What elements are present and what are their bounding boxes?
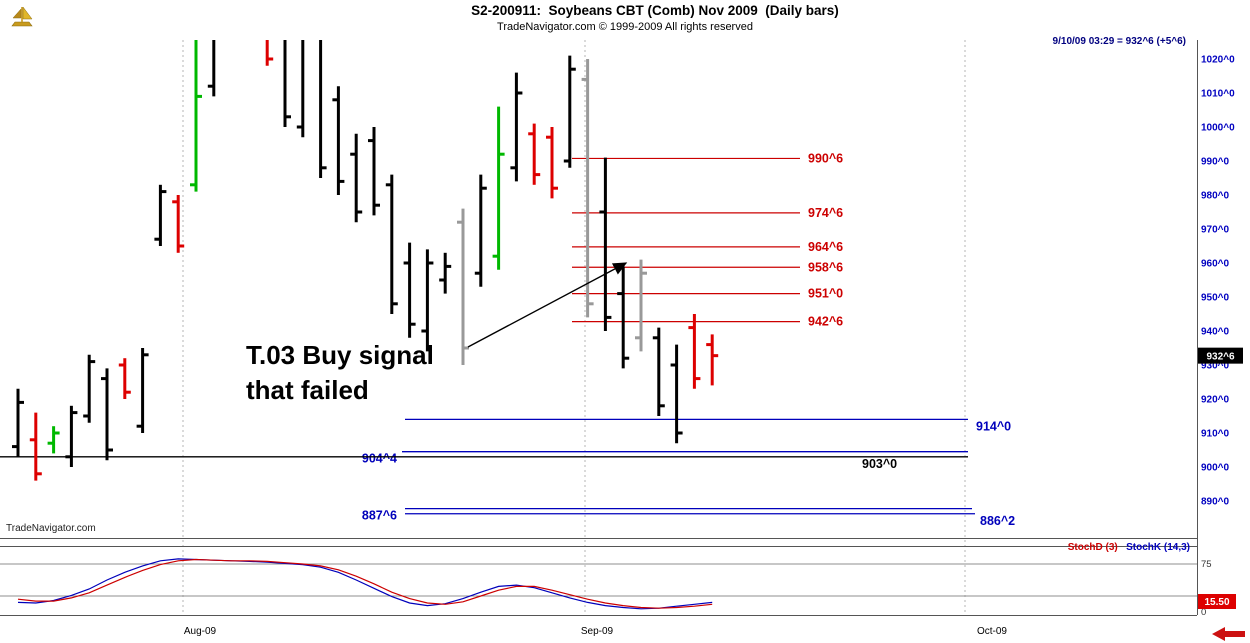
annotation-line-2: that failed bbox=[246, 375, 369, 406]
buy-signal-annotation[interactable]: T.03 Buy signal that failed bbox=[246, 338, 434, 408]
price-axis-label: 930^0 bbox=[1201, 361, 1230, 372]
resistance-label: 958^6 bbox=[808, 260, 843, 274]
price-axis-label: 990^0 bbox=[1201, 157, 1230, 168]
stochk-legend-label: StochK (14,3) bbox=[1126, 542, 1190, 553]
support-label: 887^6 bbox=[362, 509, 397, 523]
resistance-label: 990^6 bbox=[808, 151, 843, 165]
quote-datetime-price: 9/10/09 03:29 = 932^6 (+5^6) bbox=[1052, 36, 1186, 47]
price-axis-label: 900^0 bbox=[1201, 463, 1230, 474]
watermark-text: TradeNavigator.com bbox=[6, 523, 96, 534]
stochd-legend-label: StochD (3) bbox=[1067, 542, 1118, 553]
support-label: 886^2 bbox=[980, 514, 1015, 528]
last-price-box bbox=[1198, 347, 1243, 364]
ohlc-bars-layer bbox=[12, 40, 719, 481]
stoch-value-box bbox=[1198, 594, 1236, 609]
price-axis-label: 980^0 bbox=[1201, 191, 1230, 202]
month-label: Oct-09 bbox=[977, 626, 1007, 637]
resistance-label: 951^0 bbox=[808, 287, 843, 301]
stochastic-lines-layer bbox=[17, 558, 713, 610]
price-axis-label: 970^0 bbox=[1201, 225, 1230, 236]
resistance-label: 942^6 bbox=[808, 315, 843, 329]
price-axis-label: 1020^0 bbox=[1201, 55, 1235, 66]
support-label: 914^0 bbox=[976, 419, 1011, 433]
stochd-line bbox=[17, 558, 713, 609]
copyright-subtitle: TradeNavigator.com © 1999-2009 All right… bbox=[497, 21, 753, 33]
tradenavigator-logo-icon bbox=[11, 6, 33, 27]
price-axis-label: 920^0 bbox=[1201, 395, 1230, 406]
resistance-label: 974^6 bbox=[808, 206, 843, 220]
stoch-axis-label: 0 bbox=[1201, 607, 1206, 618]
resistance-label: 964^6 bbox=[808, 240, 843, 254]
price-axis-label: 940^0 bbox=[1201, 327, 1230, 338]
annotation-arrow-layer bbox=[467, 262, 628, 348]
last-price-label: 932^6 bbox=[1206, 352, 1235, 363]
annotation-arrow bbox=[467, 262, 628, 348]
price-axis-label: 950^0 bbox=[1201, 293, 1230, 304]
axes-layer: 1020^0 1010^0 1000^0 990^0 980^0 970^0 960^0 95… bbox=[0, 40, 1243, 637]
month-label: Aug-09 bbox=[184, 626, 217, 637]
stochastic-legend: StochD (3) StochK (14,3) bbox=[1068, 542, 1190, 553]
price-axis-label: 910^0 bbox=[1201, 429, 1230, 440]
stochk-line bbox=[17, 558, 713, 610]
price-axis-label: 890^0 bbox=[1201, 497, 1230, 508]
stoch-axis-label: 75 bbox=[1201, 559, 1212, 570]
month-label: Sep-09 bbox=[581, 626, 614, 637]
support-label: 903^0 bbox=[862, 457, 897, 471]
annotation-line-1: T.03 Buy signal bbox=[246, 340, 434, 370]
support-label: 904^4 bbox=[362, 452, 397, 466]
scroll-left-arrow-icon[interactable] bbox=[1211, 626, 1247, 642]
price-levels-layer: 990^6 974^6 964^6 958^6 951^0 942^6 914^0 904^4… bbox=[0, 151, 1015, 528]
stoch-value-label: 15.50 bbox=[1204, 597, 1229, 608]
chart-title: S2-200911: Soybeans CBT (Comb) Nov 2009 … bbox=[471, 3, 839, 18]
gridlines-layer bbox=[0, 40, 1197, 615]
price-axis-label: 960^0 bbox=[1201, 259, 1230, 270]
price-axis-label: 1010^0 bbox=[1201, 89, 1235, 100]
price-axis-label: 1000^0 bbox=[1201, 123, 1235, 134]
